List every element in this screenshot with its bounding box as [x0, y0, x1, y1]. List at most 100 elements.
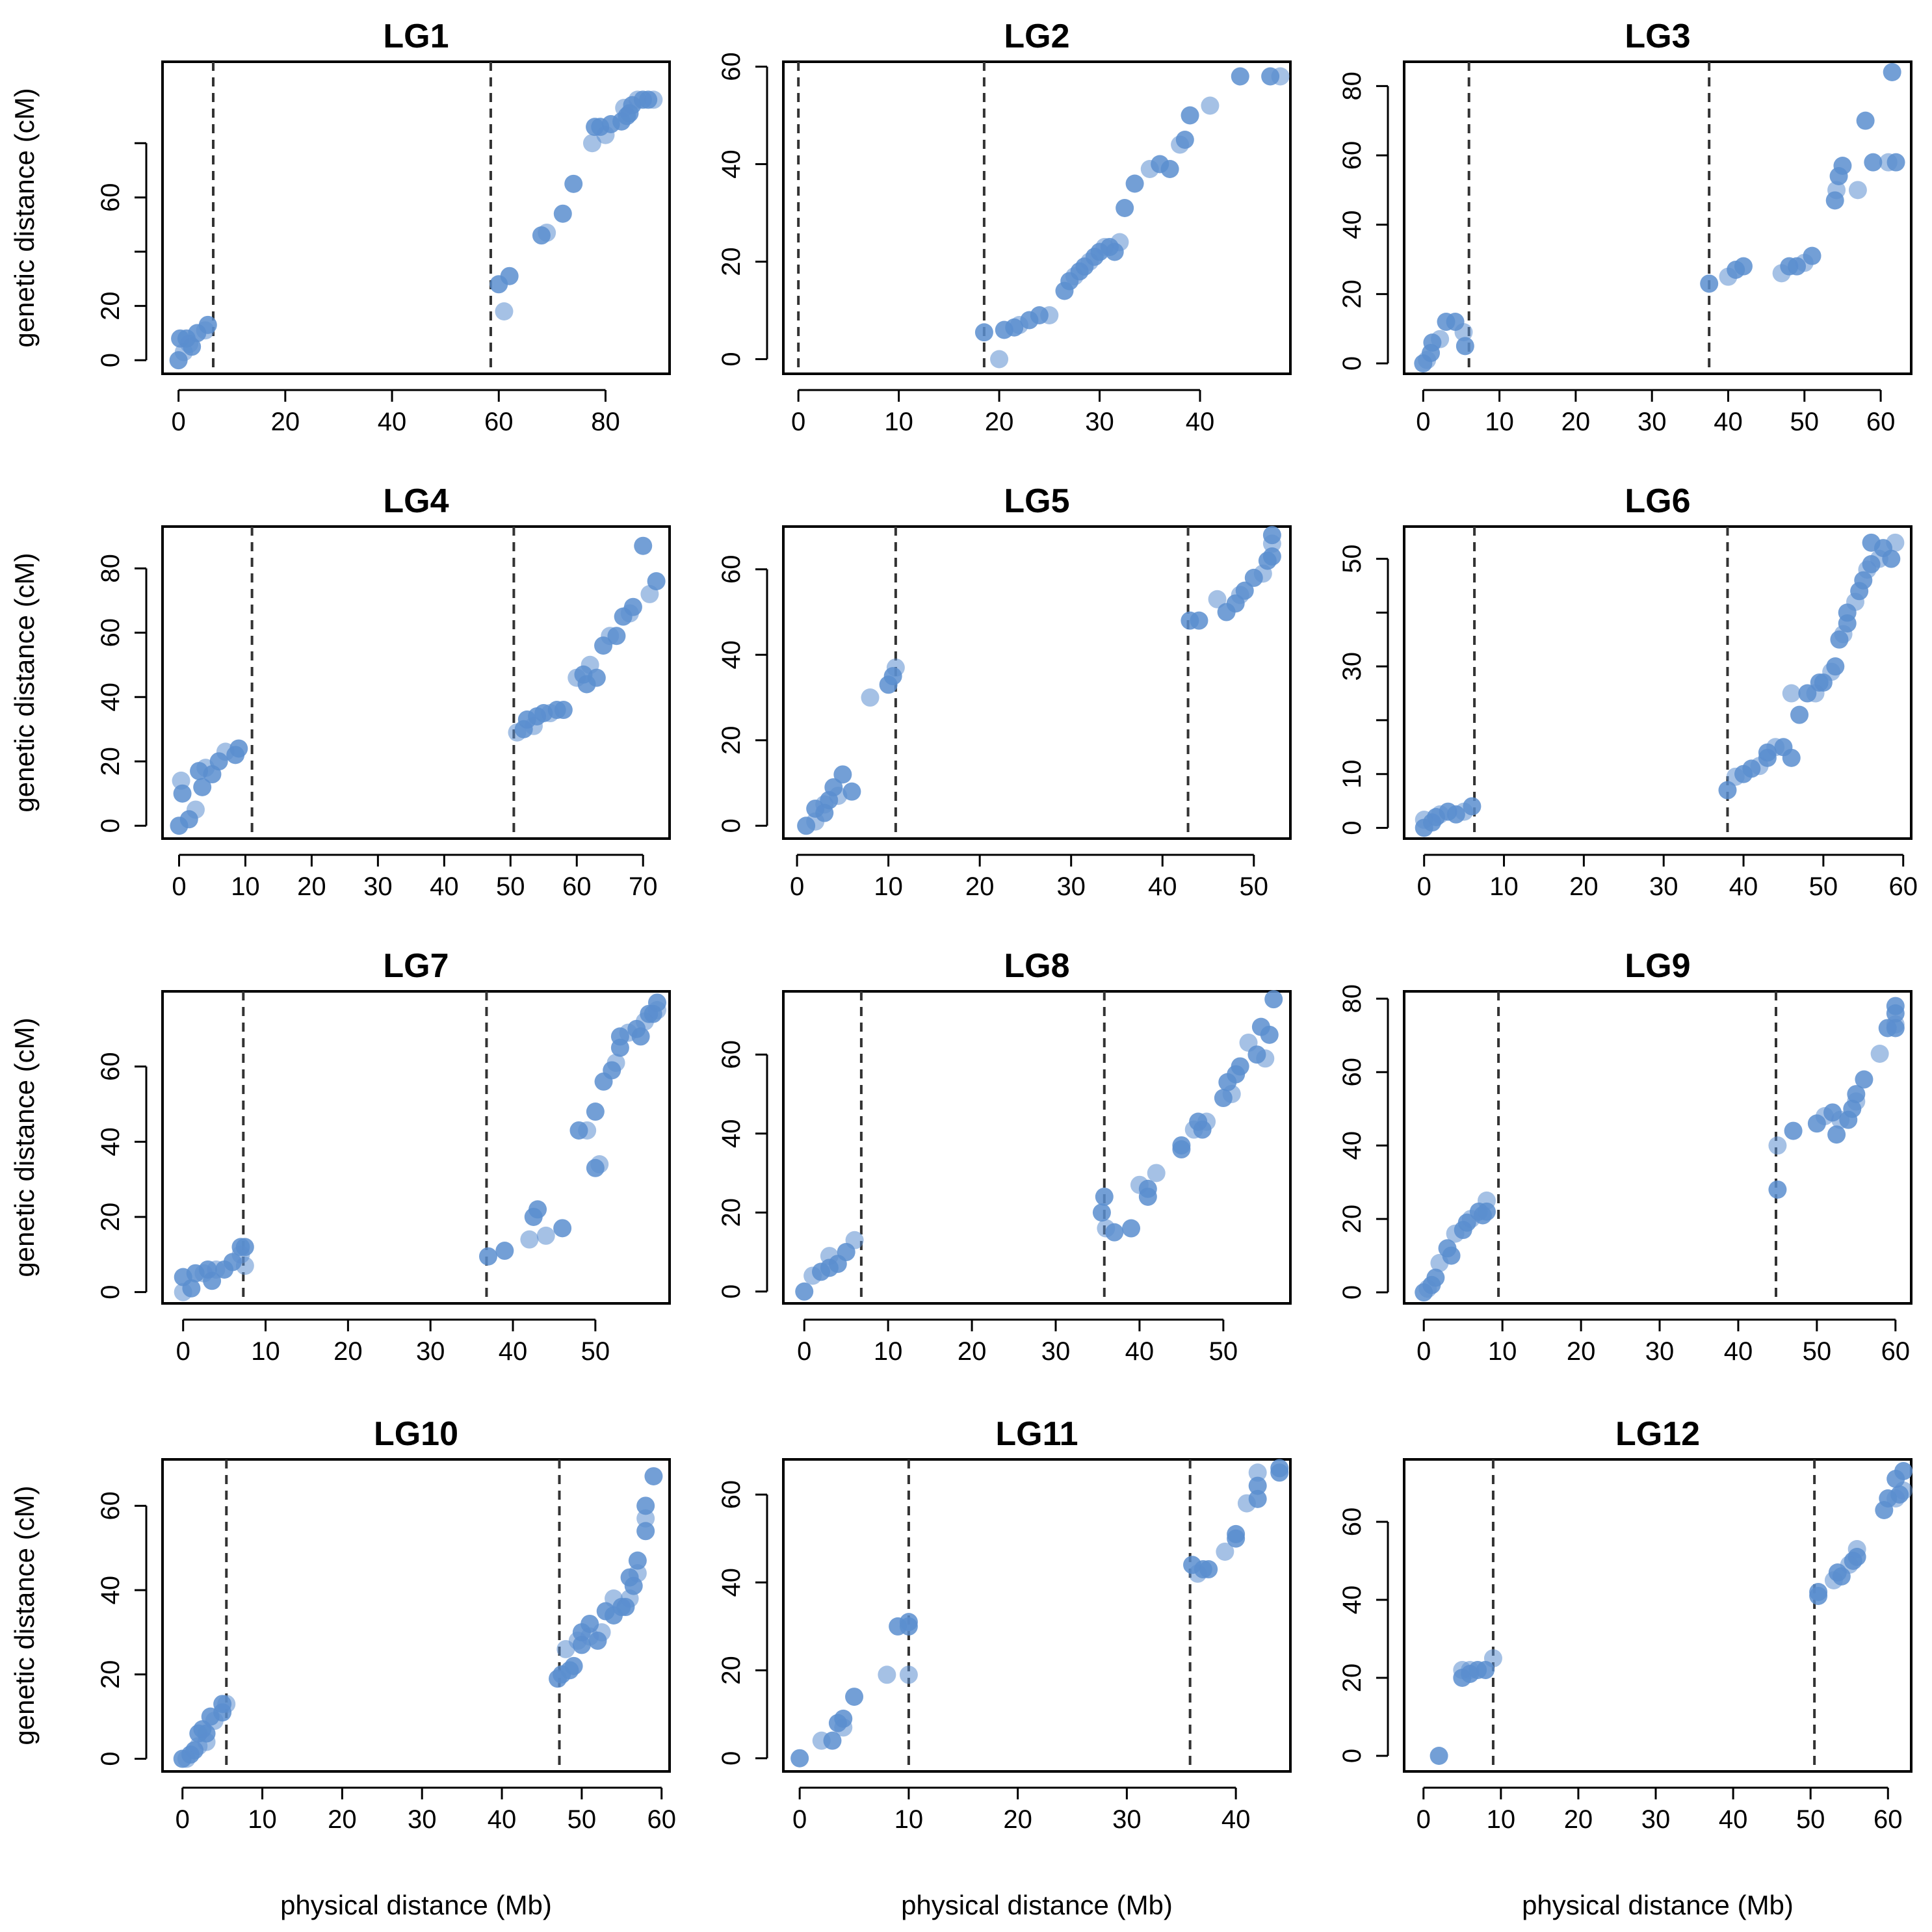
- data-point: [1734, 257, 1753, 276]
- x-tick-label: 10: [1485, 408, 1514, 436]
- data-point: [647, 993, 666, 1012]
- x-tick-label: 20: [958, 1337, 987, 1366]
- x-tick-label: 10: [248, 1805, 277, 1834]
- data-point: [1271, 67, 1290, 86]
- data-point: [886, 658, 905, 677]
- y-tick-label: 60: [96, 1052, 125, 1081]
- data-point: [536, 1226, 555, 1245]
- y-tick-label: 60: [1338, 1508, 1366, 1537]
- x-tick-label: 30: [1641, 1805, 1671, 1834]
- panel-lg9: LG9 0 10 20 30 40 50 60 0 20 40 60 80: [1338, 947, 1912, 1366]
- panel-title: LG9: [1625, 947, 1690, 985]
- data-point: [235, 1257, 254, 1275]
- data-point: [631, 1027, 650, 1046]
- x-tick-label: 40: [1719, 1805, 1748, 1834]
- data-point: [623, 597, 642, 616]
- data-point: [1092, 1203, 1111, 1222]
- data-point: [1248, 1489, 1267, 1508]
- panel-title: LG11: [995, 1415, 1078, 1453]
- data-point: [1122, 1219, 1141, 1238]
- y-tick-label: 60: [717, 1480, 746, 1509]
- x-tick-label: 0: [797, 1337, 811, 1366]
- plot-frame: [1403, 60, 1912, 375]
- data-point: [1227, 1524, 1246, 1543]
- y-tick-label: 0: [96, 818, 125, 833]
- data-point: [1040, 306, 1059, 324]
- panel-lg8: LG8 0 10 20 30 40 50 0 20 40 60: [717, 947, 1292, 1366]
- y-tick-label: 80: [1338, 984, 1366, 1013]
- x-tick-label: 60: [1881, 1337, 1911, 1366]
- data-point: [193, 777, 212, 796]
- y-tick-label: 60: [1338, 141, 1366, 170]
- data-point: [478, 1247, 497, 1266]
- panel-title: LG10: [374, 1415, 458, 1453]
- y-tick-label: 20: [717, 1656, 746, 1685]
- x-tick-label: 50: [1790, 408, 1820, 436]
- panel-lg1: LG1 0 20 40 60 80 0 20 60 genetic distance (cM): [9, 18, 671, 436]
- panel-title: LG3: [1625, 18, 1690, 55]
- data-point: [1116, 199, 1134, 217]
- data-point: [217, 1695, 236, 1714]
- data-point: [1190, 611, 1208, 630]
- data-point: [1442, 1246, 1461, 1265]
- data-point: [1882, 549, 1901, 568]
- y-tick-label: 0: [96, 1285, 125, 1299]
- panel-lg5: LG5 0 10 20 30 40 50 0 20 40 60: [717, 482, 1292, 901]
- data-point: [636, 1496, 655, 1515]
- data-point: [790, 1749, 809, 1768]
- panel-title: LG12: [1615, 1415, 1700, 1453]
- data-point: [592, 1623, 611, 1641]
- y-tick-label: 40: [1338, 1586, 1366, 1615]
- y-tick-label: 10: [1338, 759, 1366, 789]
- x-tick-label: 0: [176, 1337, 190, 1366]
- x-tick-label: 20: [297, 872, 326, 901]
- panel-lg4: LG4 0 10 20 30 40 50 60 70 0 20 40 60 80 genetic dista…: [9, 482, 671, 901]
- data-point: [1262, 526, 1281, 545]
- x-tick-label: 40: [378, 408, 407, 436]
- data-point: [1826, 657, 1845, 676]
- data-point: [1172, 1136, 1191, 1155]
- data-point: [823, 1731, 842, 1750]
- x-tick-label: 80: [591, 408, 620, 436]
- data-point: [845, 1688, 864, 1706]
- y-tick-label: 80: [96, 554, 125, 583]
- y-tick-label: 20: [96, 1660, 125, 1690]
- data-point: [636, 1509, 655, 1528]
- y-tick-label: 60: [717, 1040, 746, 1069]
- data-point: [1886, 153, 1905, 172]
- x-tick-label: 10: [1489, 872, 1519, 901]
- panel-title: LG4: [383, 482, 449, 520]
- data-point: [1782, 684, 1801, 703]
- data-point: [620, 104, 639, 123]
- x-tick-label: 40: [1729, 872, 1758, 901]
- data-point: [974, 323, 993, 342]
- data-point: [1231, 1057, 1249, 1076]
- x-tick-label: 0: [790, 872, 804, 901]
- x-tick-label: 10: [874, 1337, 903, 1366]
- data-point: [1883, 63, 1901, 81]
- data-point: [1231, 67, 1249, 86]
- x-tick-label: 20: [1569, 872, 1599, 901]
- x-tick-label: 30: [1649, 872, 1678, 901]
- data-point: [1768, 1136, 1787, 1155]
- x-tick-label: 30: [1112, 1805, 1142, 1834]
- x-tick-label: 70: [629, 872, 658, 901]
- data-point: [1827, 181, 1846, 200]
- y-tick-label: 0: [1338, 356, 1366, 371]
- data-point: [500, 267, 519, 285]
- panel-lg7: LG7 0 10 20 30 40 50 0 20 40 60 genetic distance (c…: [9, 947, 671, 1366]
- data-point: [833, 765, 852, 784]
- data-point: [845, 1231, 864, 1249]
- data-point: [1784, 1121, 1803, 1140]
- y-tick-label: 20: [96, 1203, 125, 1232]
- data-point: [1248, 1476, 1267, 1495]
- data-point: [861, 688, 880, 707]
- data-point: [1848, 181, 1867, 200]
- y-tick-label: 20: [1338, 1664, 1366, 1693]
- data-point: [1856, 111, 1875, 130]
- data-point: [1833, 157, 1852, 175]
- y-tick-label: 0: [717, 1285, 746, 1299]
- y-tick-label: 0: [1338, 1285, 1366, 1299]
- data-point: [586, 1103, 605, 1121]
- y-tick-label: 60: [96, 618, 125, 647]
